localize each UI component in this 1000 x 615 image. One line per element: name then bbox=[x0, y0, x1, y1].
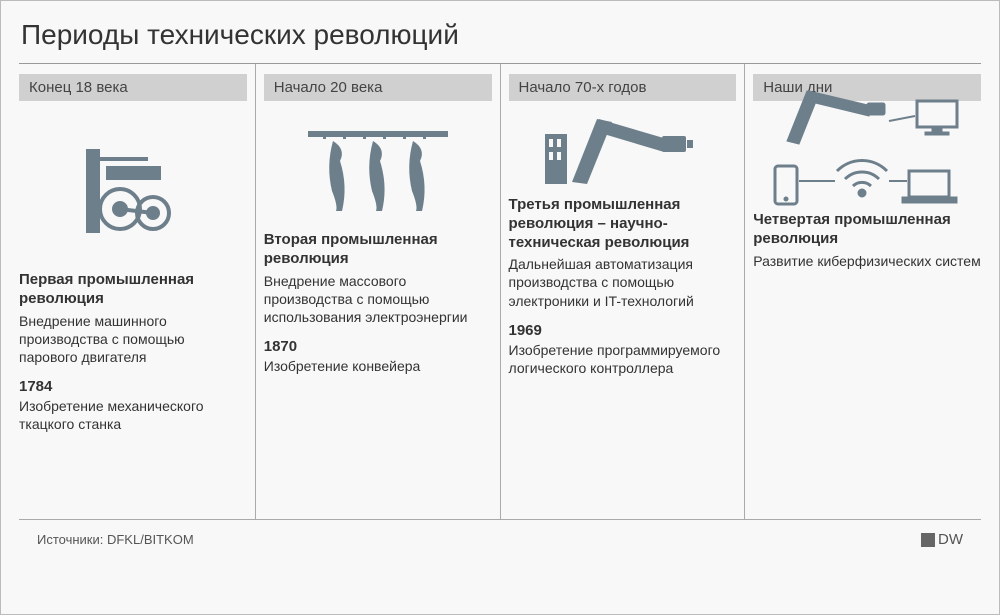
rev-year: 1784 bbox=[19, 378, 247, 395]
column-3: Начало 70-х годов Третья промышленная ре… bbox=[501, 64, 746, 519]
cyber-physical-icon bbox=[753, 101, 981, 211]
rev-year: 1870 bbox=[264, 338, 492, 355]
rev-desc: Развитие киберфизических систем bbox=[753, 252, 981, 270]
column-1: Конец 18 века Первая промышленная револю… bbox=[19, 64, 256, 519]
rev-desc: Внедрение массового производства с помощ… bbox=[264, 272, 492, 327]
rev-year-desc: Изобретение программируемого логического… bbox=[509, 341, 737, 377]
rev-heading: Первая промышленная революция bbox=[19, 271, 247, 309]
rev-desc: Внедрение машинного производства с помощ… bbox=[19, 312, 247, 367]
era-label: Начало 70-х годов bbox=[509, 74, 737, 101]
conveyor-icon bbox=[264, 101, 492, 231]
logo-text: DW bbox=[938, 531, 963, 548]
column-2: Начало 20 века Втора bbox=[256, 64, 501, 519]
columns-container: Конец 18 века Первая промышленная револю… bbox=[1, 64, 999, 519]
era-label: Начало 20 века bbox=[264, 74, 492, 101]
steam-engine-icon bbox=[19, 101, 247, 271]
dw-logo: DW bbox=[921, 531, 963, 548]
robot-arm-icon bbox=[509, 101, 737, 196]
rev-heading: Вторая промышленная революция bbox=[264, 231, 492, 269]
era-label: Конец 18 века bbox=[19, 74, 247, 101]
footer: Источники: DFKL/BITKOM DW bbox=[19, 519, 981, 559]
rev-year-desc: Изобретение конвейера bbox=[264, 357, 492, 375]
rev-heading: Третья промышленная революция – научно-т… bbox=[509, 196, 737, 252]
logo-square-icon bbox=[921, 533, 935, 547]
rev-desc: Дальнейшая автоматизация производства с … bbox=[509, 255, 737, 310]
column-4: Наши дни bbox=[745, 64, 981, 519]
rev-year-desc: Изобретение механического ткацкого станк… bbox=[19, 397, 247, 433]
rev-year: 1969 bbox=[509, 322, 737, 339]
source-label: Источники: DFKL/BITKOM bbox=[37, 532, 194, 547]
infographic-title: Периоды технических революций bbox=[1, 1, 999, 63]
